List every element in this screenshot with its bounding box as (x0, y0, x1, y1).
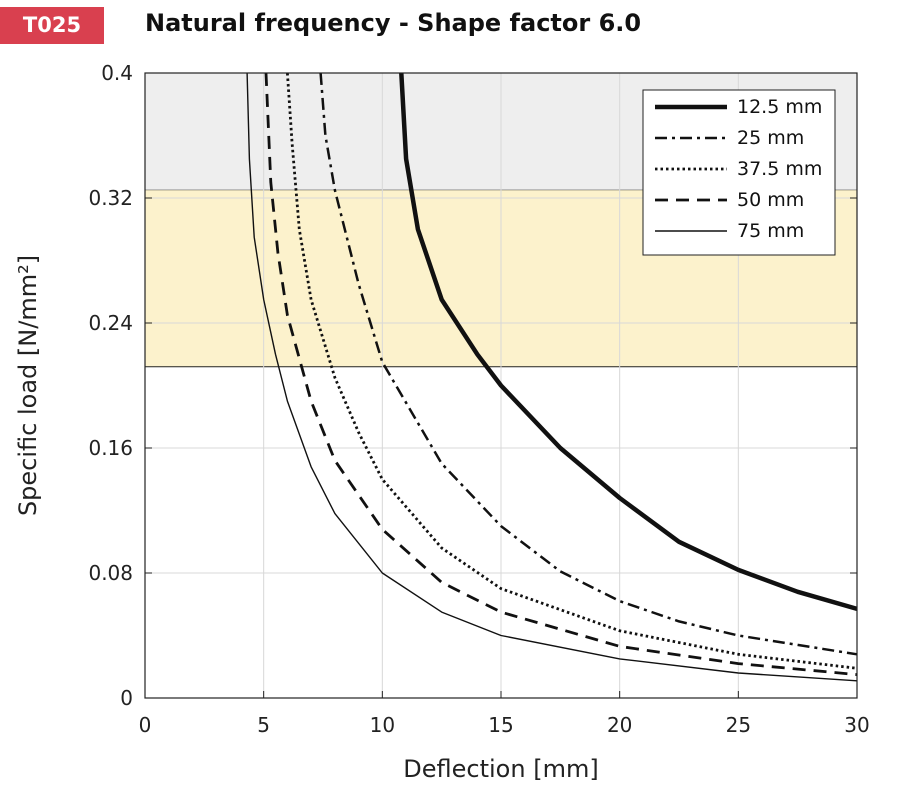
series-line-12-5-mm (399, 72, 858, 612)
legend-label: 37.5 mm (737, 158, 822, 180)
x-axis-label: Deflection [mm] (403, 755, 598, 783)
y-tick-label: 0.08 (88, 561, 133, 585)
series-line-50-mm (264, 72, 858, 676)
x-tick-label: 0 (139, 713, 152, 737)
series-line-75-mm (246, 72, 858, 682)
y-tick-label: 0.32 (88, 186, 133, 210)
y-axis-label: Specific load [N/mm²] (14, 255, 42, 516)
y-tick-label: 0 (120, 686, 133, 710)
x-tick-label: 5 (257, 713, 270, 737)
chart-title: Natural frequency - Shape factor 6.0 (145, 9, 642, 37)
legend-label: 12.5 mm (737, 96, 822, 118)
legend-label: 50 mm (737, 189, 804, 211)
x-tick-label: 15 (488, 713, 513, 737)
y-tick-label: 0.4 (101, 61, 133, 85)
y-tick-label: 0.16 (88, 436, 133, 460)
chart-id-badge: T025 (0, 7, 104, 44)
legend-label: 75 mm (737, 220, 804, 242)
x-tick-label: 30 (844, 713, 869, 737)
x-tick-label: 20 (607, 713, 632, 737)
x-tick-label: 10 (370, 713, 395, 737)
y-tick-label: 0.24 (88, 311, 133, 335)
legend-label: 25 mm (737, 127, 804, 149)
x-tick-label: 25 (726, 713, 751, 737)
legend-box (642, 89, 836, 256)
series-line-25-mm (319, 72, 858, 656)
